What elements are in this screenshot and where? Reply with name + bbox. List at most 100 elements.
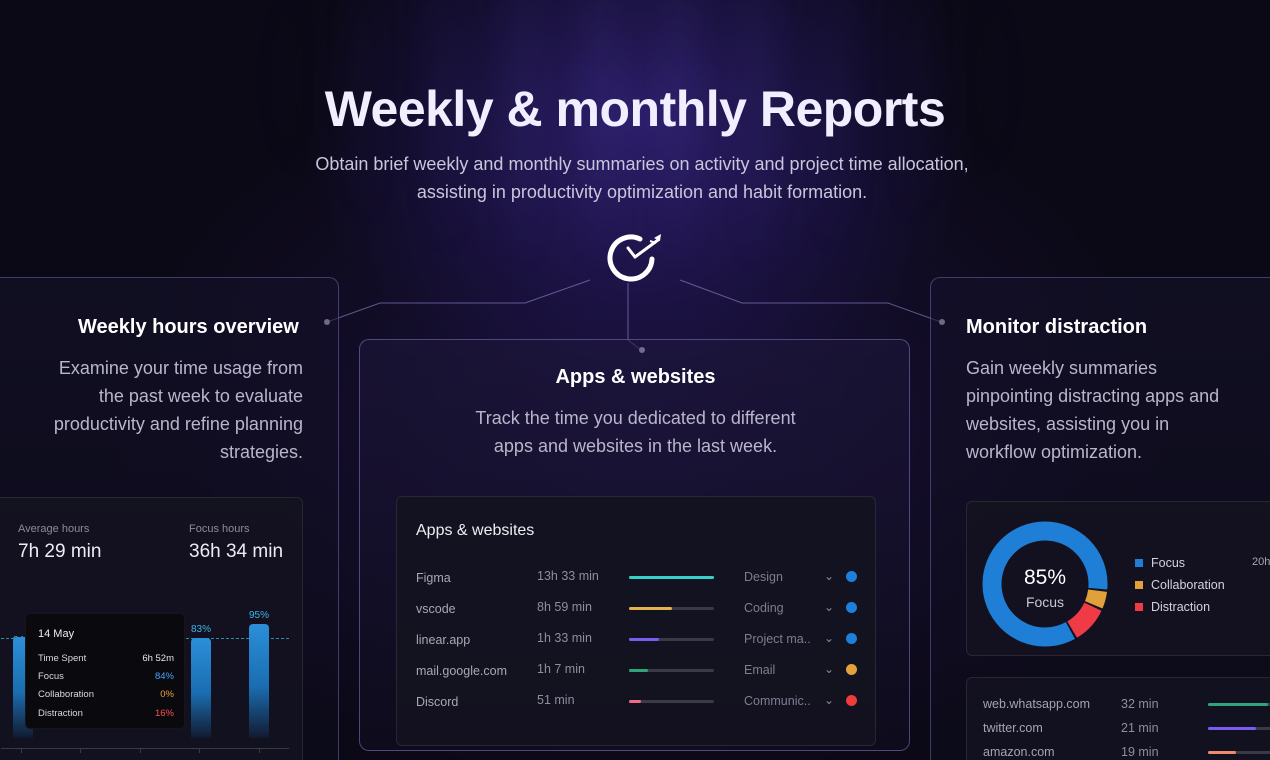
usage-bar [629, 638, 714, 641]
legend-swatch [1135, 581, 1143, 589]
legend-label: Distraction [1151, 600, 1211, 614]
site-time: 19 min [1121, 745, 1159, 759]
weekly-desc-line-2: the past week to evaluate [98, 386, 303, 406]
usage-bar-fill [629, 669, 648, 672]
usage-bar-fill [629, 576, 714, 579]
focus-donut-chart [982, 521, 1108, 647]
distraction-desc-line-1: Gain weekly summaries [966, 358, 1158, 378]
day-tooltip: 14 May Time Spent 6h 52m Focus 84% Colla… [25, 613, 185, 729]
app-row-vscode[interactable]: vscode 8h 59 min Coding ⌄ [397, 600, 875, 620]
chevron-down-icon[interactable]: ⌄ [824, 662, 835, 676]
legend-swatch [1135, 603, 1143, 611]
app-name: Discord [416, 695, 459, 709]
axis-tick [199, 748, 200, 753]
app-time: 1h 33 min [537, 631, 592, 645]
app-time: 8h 59 min [537, 600, 592, 614]
usage-bar [1208, 703, 1270, 706]
weekly-bar[interactable] [191, 638, 211, 738]
app-row-gmail[interactable]: mail.google.com 1h 7 min Email ⌄ [397, 662, 875, 682]
site-row-twitter[interactable]: twitter.com 21 min [967, 721, 1270, 739]
apps-desc-line-1: Track the time you dedicated to differen… [475, 408, 796, 428]
tooltip-row-distraction: Distraction 16% [38, 708, 174, 722]
category-select[interactable]: Email [744, 663, 776, 677]
app-row-figma[interactable]: Figma 13h 33 min Design ⌄ [397, 569, 875, 589]
apps-card-title: Apps & websites [416, 522, 535, 539]
app-name: Figma [416, 571, 451, 585]
site-name: twitter.com [983, 721, 1043, 735]
category-color-dot [846, 571, 857, 582]
donut-center-value: 85% [1023, 566, 1067, 589]
category-select[interactable]: Design [744, 570, 783, 584]
chart-axis [1, 748, 289, 749]
usage-bar [629, 700, 714, 703]
apps-websites-title: Apps & websites [555, 366, 716, 388]
apps-websites-card: Apps & websites Figma 13h 33 min Design … [396, 496, 876, 746]
axis-tick [140, 748, 141, 753]
weekly-hours-description: Examine your time usage from the past we… [20, 354, 303, 466]
bar-percent-label: 95% [249, 610, 270, 621]
usage-bar [1208, 751, 1270, 754]
subtitle-line-2: assisting in productivity optimization a… [416, 182, 868, 202]
tooltip-value: 16% [154, 708, 174, 719]
average-hours-label: Average hours [18, 523, 90, 535]
category-color-dot [846, 695, 857, 706]
usage-bar-fill [1208, 751, 1236, 754]
app-row-discord[interactable]: Discord 51 min Communic.. ⌄ [397, 693, 875, 713]
category-select[interactable]: Coding [744, 601, 784, 615]
page-subtitle: Obtain brief weekly and monthly summarie… [285, 150, 999, 206]
axis-tick [21, 748, 22, 753]
usage-bar [629, 607, 714, 610]
tooltip-label: Focus [38, 671, 64, 682]
average-hours-value: 7h 29 min [18, 541, 102, 562]
legend-label: Collaboration [1151, 578, 1225, 592]
legend-value: 20h [1252, 556, 1270, 568]
distracting-sites-card: web.whatsapp.com 32 min twitter.com 21 m… [966, 677, 1270, 760]
legend-swatch [1135, 559, 1143, 567]
chevron-down-icon[interactable]: ⌄ [824, 631, 835, 645]
site-row-amazon[interactable]: amazon.com 19 min [967, 745, 1270, 760]
app-time: 13h 33 min [537, 569, 599, 583]
chevron-down-icon[interactable]: ⌄ [824, 569, 835, 583]
category-color-dot [846, 633, 857, 644]
weekly-bar[interactable] [249, 624, 269, 738]
chevron-down-icon[interactable]: ⌄ [824, 600, 835, 614]
focus-hours-value: 36h 34 min [189, 541, 284, 562]
app-row-linear[interactable]: linear.app 1h 33 min Project ma.. ⌄ [397, 631, 875, 651]
distraction-desc-line-4: workflow optimization. [966, 442, 1143, 462]
category-select[interactable]: Project ma.. [744, 632, 811, 646]
focus-hours-label: Focus hours [189, 523, 250, 535]
target-clock-icon [607, 234, 661, 282]
tooltip-label: Collaboration [38, 689, 94, 700]
bar-percent-label: 83% [191, 624, 212, 635]
weekly-desc-line-4: strategies. [219, 442, 303, 462]
monitor-distraction-description: Gain weekly summaries pinpointing distra… [966, 354, 1266, 466]
axis-tick [259, 748, 260, 753]
monitor-distraction-title: Monitor distraction [966, 316, 1148, 338]
app-name: mail.google.com [416, 664, 508, 678]
tooltip-row-time-spent: Time Spent 6h 52m [38, 653, 174, 667]
usage-bar-fill [1208, 703, 1268, 706]
app-name: linear.app [416, 633, 471, 647]
tooltip-value: 6h 52m [142, 653, 174, 664]
tooltip-date: 14 May [38, 628, 75, 640]
tooltip-row-collaboration: Collaboration 0% [38, 689, 174, 703]
weekly-desc-line-1: Examine your time usage from [58, 358, 303, 378]
legend-label: Focus [1151, 556, 1186, 570]
site-time: 32 min [1121, 697, 1159, 711]
category-select[interactable]: Communic.. [744, 694, 811, 708]
apps-websites-panel: Apps & websites Track the time you dedic… [359, 339, 910, 751]
subtitle-line-1: Obtain brief weekly and monthly summarie… [315, 154, 969, 174]
site-row-whatsapp[interactable]: web.whatsapp.com 32 min [967, 697, 1270, 715]
category-color-dot [846, 602, 857, 613]
distraction-desc-line-2: pinpointing distracting apps and [966, 386, 1220, 406]
axis-tick [80, 748, 81, 753]
site-name: amazon.com [983, 745, 1055, 759]
focus-breakdown-card: 85% Focus Focus 20h Collaboration Distra… [966, 501, 1270, 656]
apps-websites-description: Track the time you dedicated to differen… [360, 404, 911, 460]
weekly-desc-line-3: productivity and refine planning [53, 414, 303, 434]
usage-bar-fill [629, 607, 672, 610]
chevron-down-icon[interactable]: ⌄ [824, 693, 835, 707]
tooltip-row-focus: Focus 84% [38, 671, 174, 685]
usage-bar [629, 576, 714, 579]
tooltip-value: 0% [160, 689, 174, 700]
